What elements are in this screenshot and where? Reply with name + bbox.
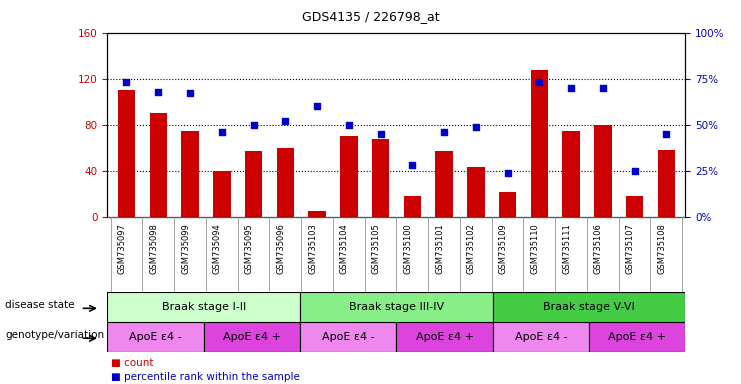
Text: ApoE ε4 -: ApoE ε4 - — [322, 332, 375, 342]
Text: GSM735105: GSM735105 — [371, 223, 381, 274]
Text: ■ percentile rank within the sample: ■ percentile rank within the sample — [111, 372, 300, 382]
Bar — [562, 131, 579, 217]
Text: GSM735106: GSM735106 — [594, 223, 603, 274]
Text: GSM735097: GSM735097 — [118, 223, 127, 274]
Point — [438, 129, 450, 135]
Bar — [493, 292, 685, 322]
Point — [184, 90, 196, 96]
Text: genotype/variation: genotype/variation — [5, 330, 104, 340]
Bar — [594, 125, 611, 217]
Point — [375, 131, 387, 137]
Text: GSM735098: GSM735098 — [149, 223, 159, 274]
Bar — [626, 196, 643, 217]
Text: GSM735094: GSM735094 — [213, 223, 222, 274]
Text: Braak stage III-IV: Braak stage III-IV — [349, 302, 444, 312]
Text: ApoE ε4 +: ApoE ε4 + — [416, 332, 473, 342]
Point — [565, 85, 577, 91]
Text: GSM735110: GSM735110 — [531, 223, 539, 274]
Text: Braak stage V-VI: Braak stage V-VI — [543, 302, 635, 312]
Text: ApoE ε4 +: ApoE ε4 + — [223, 332, 281, 342]
Bar — [276, 148, 294, 217]
Text: GSM735100: GSM735100 — [403, 223, 412, 274]
Text: ApoE ε4 -: ApoE ε4 - — [514, 332, 568, 342]
Bar — [107, 292, 300, 322]
Text: GSM735111: GSM735111 — [562, 223, 571, 274]
Text: GSM735096: GSM735096 — [276, 223, 285, 274]
Point — [153, 89, 165, 95]
Point — [311, 103, 323, 109]
Text: GSM735102: GSM735102 — [467, 223, 476, 274]
Bar — [150, 113, 167, 217]
Text: disease state: disease state — [5, 300, 75, 310]
Bar — [435, 151, 453, 217]
Bar — [493, 322, 589, 352]
Point — [406, 162, 418, 169]
Point — [216, 129, 227, 135]
Text: ■ count: ■ count — [111, 358, 153, 368]
Bar — [213, 171, 230, 217]
Bar — [499, 192, 516, 217]
Bar — [372, 139, 389, 217]
Point — [628, 168, 640, 174]
Bar — [340, 136, 357, 217]
Bar — [204, 322, 300, 352]
Point — [247, 122, 259, 128]
Text: GSM735109: GSM735109 — [499, 223, 508, 274]
Bar — [467, 167, 485, 217]
Bar — [589, 322, 685, 352]
Text: GSM735099: GSM735099 — [181, 223, 190, 274]
Point — [660, 131, 672, 137]
Point — [470, 124, 482, 130]
Text: Braak stage I-II: Braak stage I-II — [162, 302, 246, 312]
Point — [502, 170, 514, 176]
Bar — [658, 150, 675, 217]
Text: GSM735104: GSM735104 — [340, 223, 349, 274]
Bar — [182, 131, 199, 217]
Point — [343, 122, 355, 128]
Bar — [107, 322, 204, 352]
Point — [279, 118, 291, 124]
Text: GSM735103: GSM735103 — [308, 223, 317, 274]
Text: GSM735108: GSM735108 — [657, 223, 666, 274]
Point — [534, 79, 545, 86]
Text: GDS4135 / 226798_at: GDS4135 / 226798_at — [302, 10, 439, 23]
Bar — [404, 196, 421, 217]
Point — [597, 85, 609, 91]
Text: ApoE ε4 +: ApoE ε4 + — [608, 332, 666, 342]
Bar — [245, 151, 262, 217]
Text: GSM735101: GSM735101 — [435, 223, 444, 274]
Bar — [308, 211, 326, 217]
Bar — [531, 70, 548, 217]
Bar — [118, 90, 135, 217]
Text: GSM735095: GSM735095 — [245, 223, 253, 274]
Text: ApoE ε4 -: ApoE ε4 - — [129, 332, 182, 342]
Bar — [396, 322, 493, 352]
Bar — [300, 322, 396, 352]
Point — [121, 79, 133, 86]
Bar — [300, 292, 493, 322]
Text: GSM735107: GSM735107 — [625, 223, 634, 274]
